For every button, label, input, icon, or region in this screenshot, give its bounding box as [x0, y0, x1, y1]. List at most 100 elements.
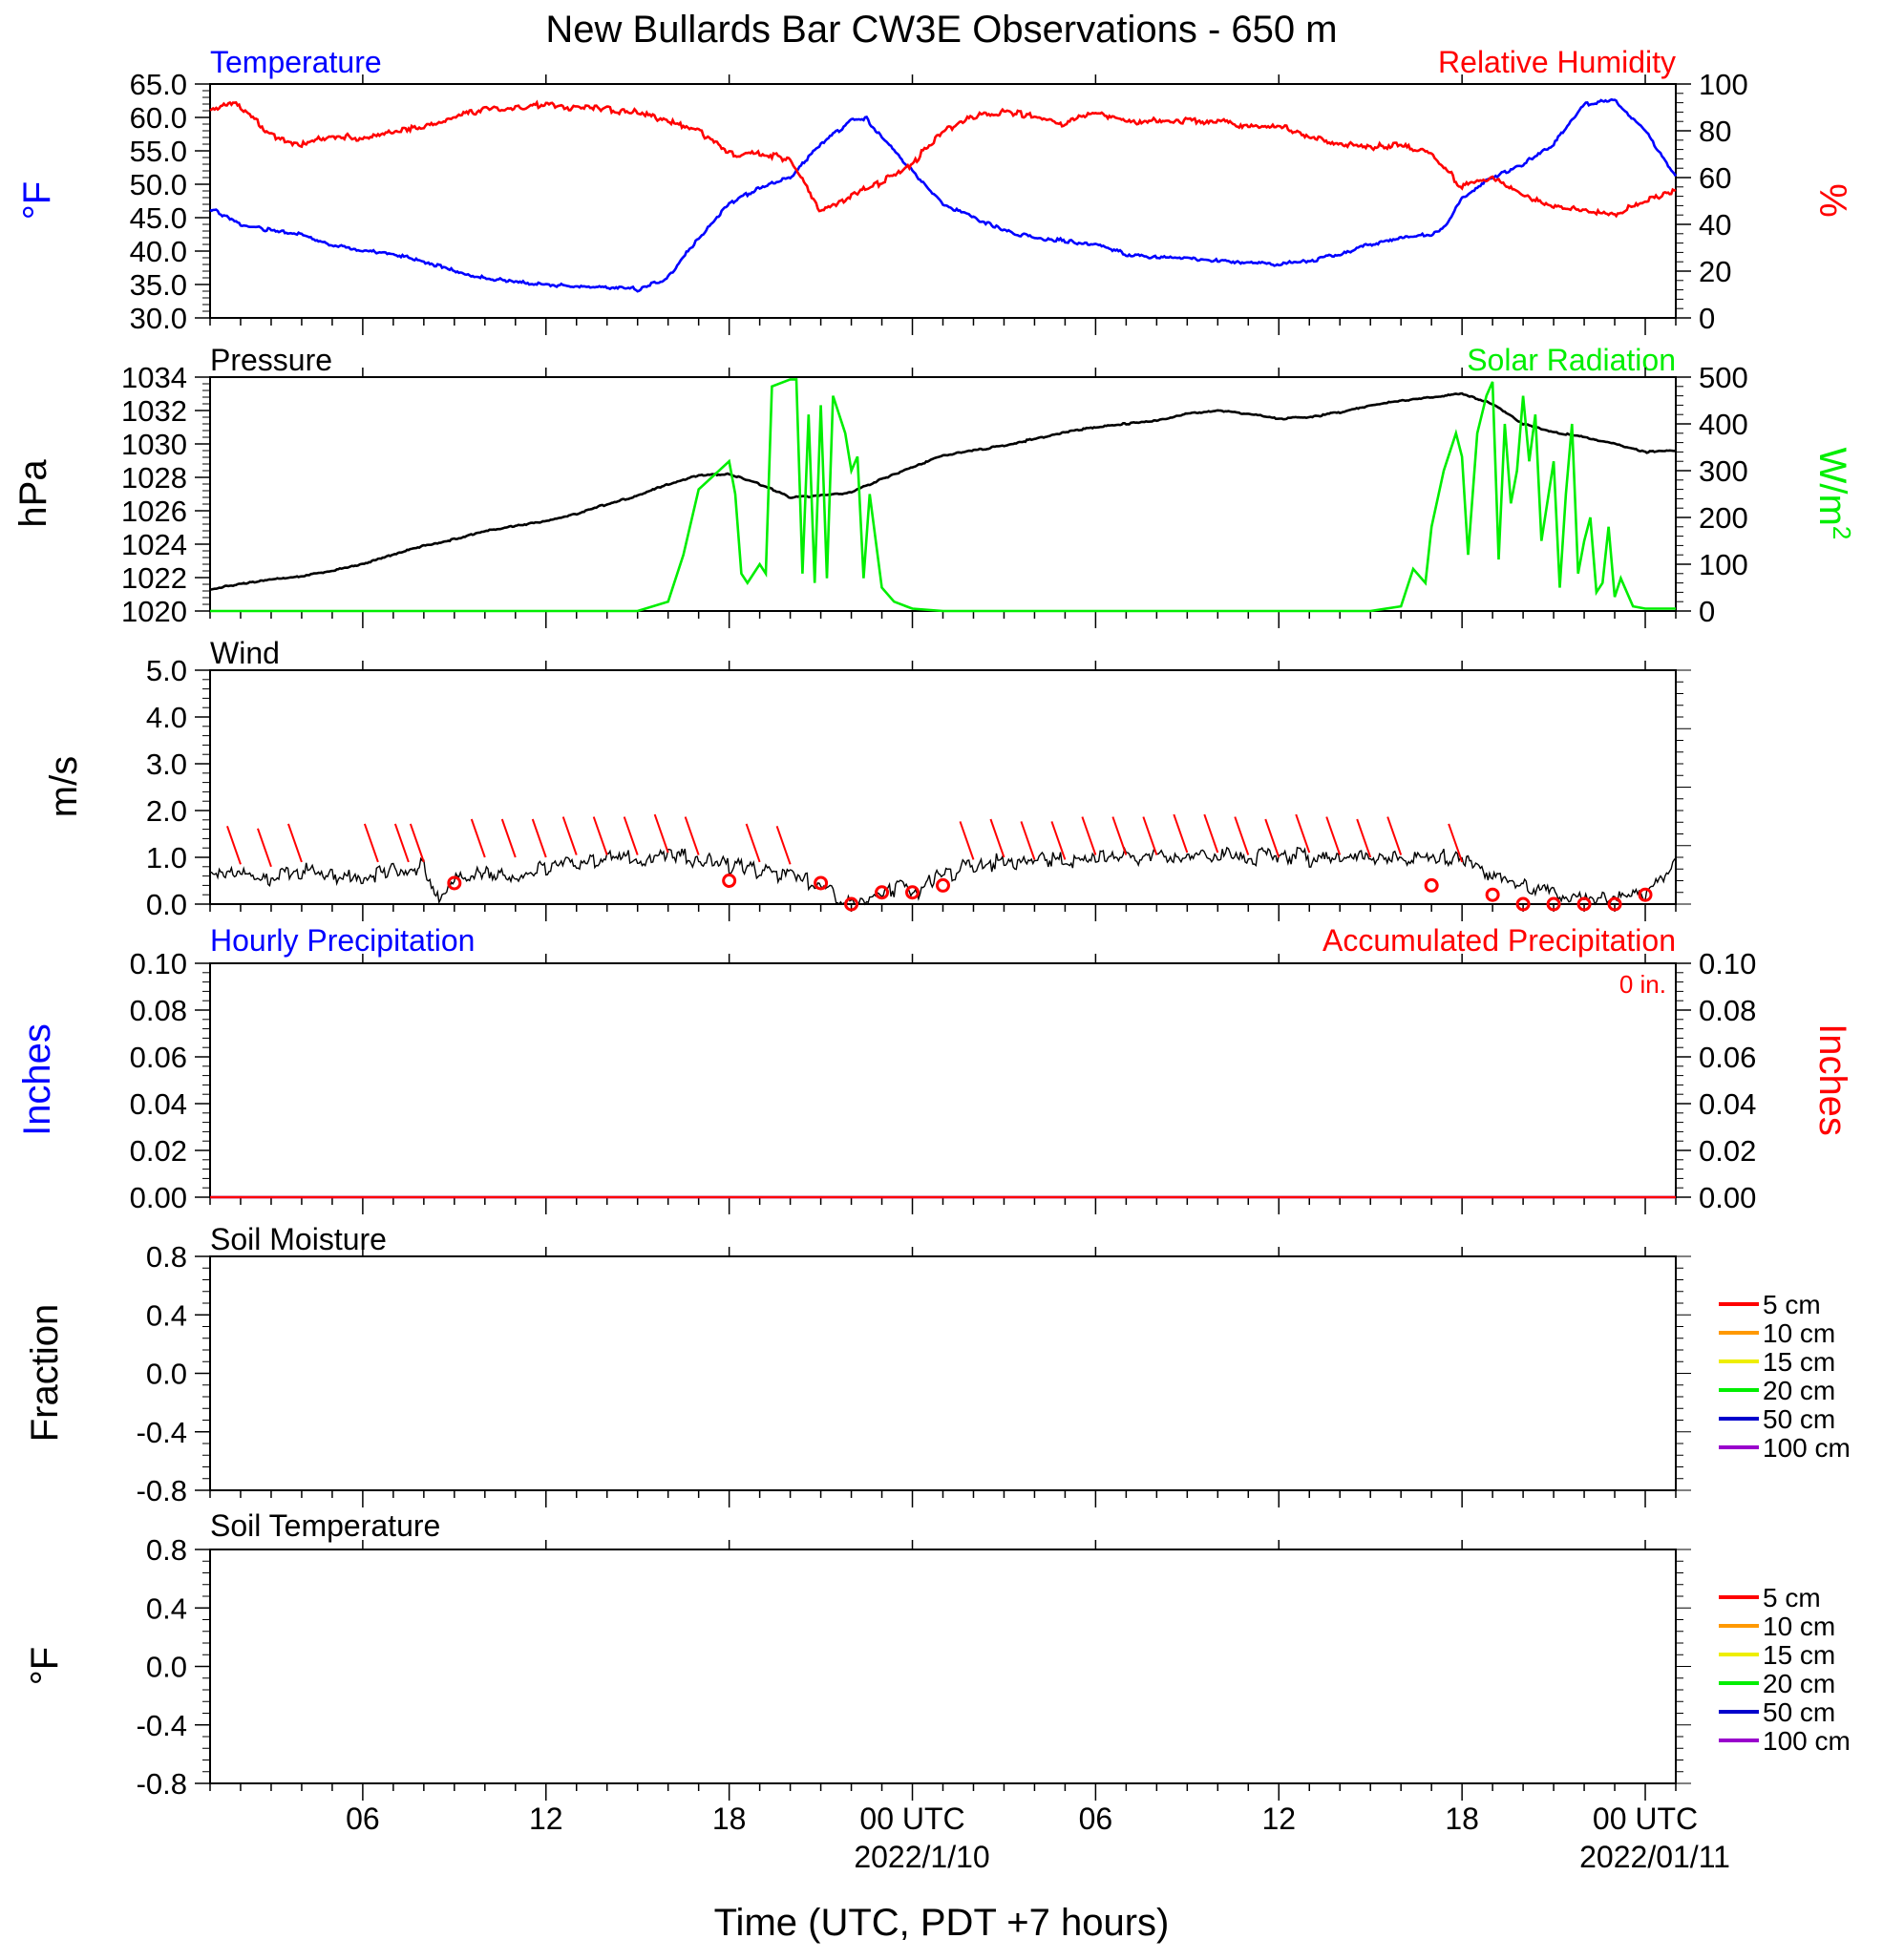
wind-barb: [561, 816, 578, 855]
legend-label: 20 cm: [1763, 1376, 1835, 1405]
y-tick-labels-left: 0.8 0.4 0.0 -0.4 -0.8: [137, 1533, 187, 1801]
wind-calm-circle: [875, 885, 890, 900]
legend-label: 50 cm: [1763, 1697, 1835, 1727]
wind-calm-circle: [447, 875, 462, 891]
y-tick-label: 0.4: [146, 1591, 187, 1625]
wind-barb: [959, 821, 975, 860]
wind-barb: [409, 823, 425, 863]
wind-calm-circle: [905, 885, 920, 900]
legend-label: 50 cm: [1763, 1404, 1835, 1434]
series-group: [209, 97, 1678, 293]
axis-ticks: [195, 74, 1691, 335]
y-tick-label: 80: [1699, 115, 1731, 148]
wind-barb: [1356, 818, 1372, 858]
y-tick-label: 0: [1699, 595, 1715, 628]
x-tick-label: 06: [346, 1802, 380, 1836]
y-tick-label: 1030: [121, 428, 187, 461]
legend-label: 10 cm: [1763, 1612, 1835, 1641]
axis-ticks: [195, 1540, 1691, 1801]
panel-soil-moisture: Soil Moisture Fraction 0.8 0.4 0.0 -0.4 -0.8…: [24, 1222, 1851, 1507]
axis-ticks: [195, 661, 1691, 921]
wind-calm-circle: [1607, 896, 1622, 912]
y-tick-labels-right: 500 400 300 200 100 0: [1699, 361, 1748, 628]
y-tick-label: 1020: [121, 595, 187, 628]
axis-ticks: [195, 954, 1691, 1214]
y-tick-label: 5.0: [146, 654, 187, 687]
panel-pressure-solar: Pressure Solar Radiation hPa W/m2 103410…: [12, 343, 1856, 628]
y-tick-label: 35.0: [130, 268, 187, 302]
panel-precipitation: Hourly Precipitation Accumulated Precipi…: [16, 923, 1853, 1214]
x-tick-labels: 06 12 18 00 UTC 2022/1/10 06 12 18 00 UTC 2022/01…: [346, 1802, 1730, 1874]
y-tick-label: 0.02: [130, 1134, 187, 1168]
plot-frame: [209, 83, 1677, 319]
y-tick-labels-left: 0.10 0.08 0.06 0.04 0.02 0.00: [130, 947, 187, 1214]
y-tick-labels-right: 0.10 0.08 0.06 0.04 0.02 0.00: [1699, 947, 1756, 1214]
wind-barb: [1264, 818, 1280, 858]
x-tick-label: 00 UTC: [859, 1802, 964, 1836]
legend-label: 5 cm: [1763, 1583, 1821, 1612]
wind-barbs: [226, 813, 1653, 912]
wind-barb: [592, 816, 608, 855]
x-tick-label: 12: [529, 1802, 563, 1836]
y-tick-label: 1034: [121, 361, 187, 394]
y-axis-label-temperature: °F: [16, 181, 58, 220]
wind-barb: [1325, 816, 1342, 855]
panel-title-temperature: Temperature: [210, 45, 382, 79]
wind-barb: [1295, 813, 1311, 854]
y-tick-label: 0.0: [146, 1651, 187, 1684]
y-tick-label: 0.0: [146, 1358, 187, 1391]
x-tick-label: 06: [1079, 1802, 1113, 1836]
wind-calm-circle: [1546, 896, 1561, 912]
wind-calm-circle: [1424, 877, 1439, 893]
y-tick-label: 0.06: [130, 1041, 187, 1074]
wind-calm-circle: [936, 877, 950, 893]
y-tick-label: 0.00: [130, 1181, 187, 1214]
y-tick-label: 1026: [121, 495, 187, 528]
y-tick-label: 0.8: [146, 1533, 187, 1567]
plot-frame: [209, 1549, 1677, 1784]
y-tick-label: 0.04: [1699, 1087, 1756, 1121]
wind-barb: [653, 813, 669, 854]
x-tick-label: 18: [1445, 1802, 1479, 1836]
wind-barb: [623, 816, 639, 855]
legend-label: 5 cm: [1763, 1290, 1821, 1319]
wind-barb: [1142, 816, 1158, 855]
y-tick-label: 60.0: [130, 101, 187, 135]
series-group: [209, 846, 1677, 906]
wind-barb: [1234, 816, 1250, 855]
x-tick-label: 18: [712, 1802, 747, 1836]
y-tick-label: 0.04: [130, 1087, 187, 1121]
y-tick-label: 3.0: [146, 748, 187, 781]
y-axis-label-humidity: %: [1811, 183, 1853, 218]
series-group: [209, 378, 1677, 613]
y-axis-label-solar: W/m2: [1811, 448, 1856, 540]
wind-calm-circle: [1576, 896, 1592, 912]
y-tick-label: 40: [1699, 208, 1731, 242]
axis-ticks: [195, 368, 1691, 628]
accum-precip-total: 0 in.: [1619, 970, 1666, 999]
y-axis-label-accum-precip: Inches: [1811, 1023, 1853, 1136]
series-wind: [209, 846, 1677, 906]
y-tick-label: 0.06: [1699, 1041, 1756, 1074]
axis-ticks: [195, 1247, 1691, 1507]
panel-title-humidity: Relative Humidity: [1438, 45, 1676, 79]
panel-temperature-humidity: Temperature Relative Humidity °F % 65.06…: [16, 45, 1853, 335]
y-tick-labels-left: 65.060.055.050.045.040.035.030.0: [130, 68, 187, 335]
series-pressure: [209, 391, 1677, 591]
legend-label: 20 cm: [1763, 1669, 1835, 1698]
y-tick-label: 0.4: [146, 1298, 187, 1332]
y-tick-label: 200: [1699, 501, 1748, 535]
wind-barb: [1448, 823, 1464, 863]
y-tick-label: -0.8: [137, 1474, 187, 1507]
panel-title-solar: Solar Radiation: [1467, 343, 1676, 377]
y-tick-label: -0.4: [137, 1416, 187, 1449]
panel-soil-temperature: Soil Temperature °F 0.8 0.4 0.0 -0.4 -0.8 5 …: [24, 1508, 1851, 1874]
y-tick-label: 45.0: [130, 201, 187, 235]
plot-frame: [209, 376, 1677, 612]
y-axis-label-soil-temperature: °F: [24, 1647, 66, 1685]
y-tick-label: 1.0: [146, 841, 187, 875]
wind-barb: [531, 818, 547, 858]
y-tick-label: 30.0: [130, 302, 187, 335]
